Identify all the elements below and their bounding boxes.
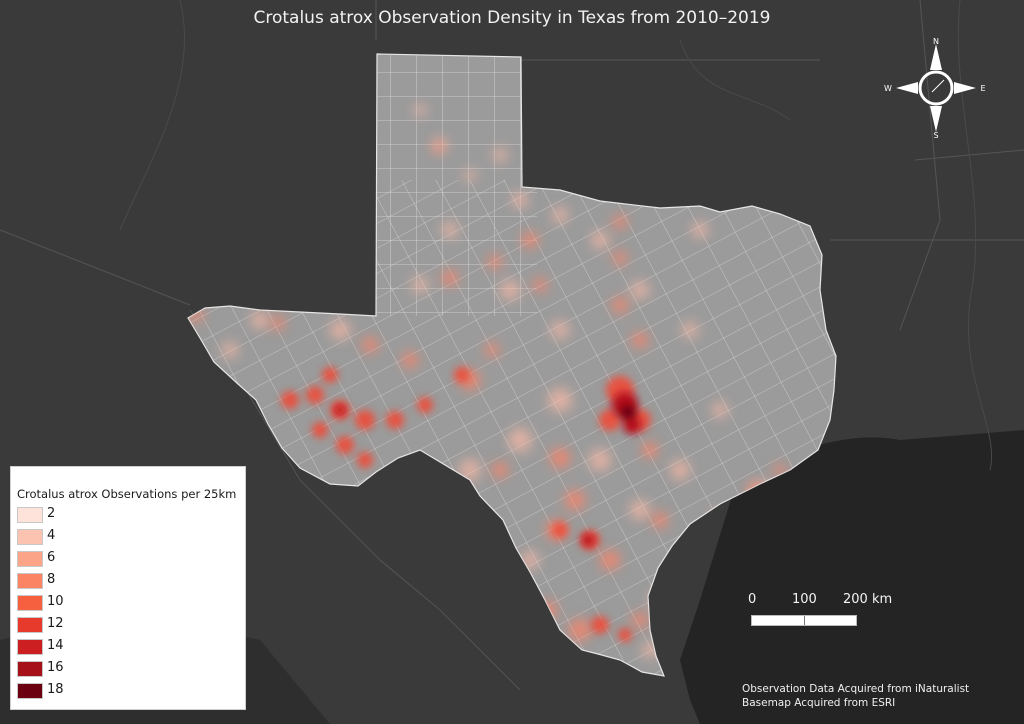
rivers xyxy=(119,0,993,471)
legend-label: 6 xyxy=(47,550,56,565)
scale-bar-graphic xyxy=(751,615,857,626)
legend-swatch xyxy=(17,595,43,611)
map-title: Crotalus atrox Observation Density in Te… xyxy=(253,8,771,28)
compass-n: N xyxy=(933,37,939,46)
legend-label: 18 xyxy=(47,682,64,697)
legend-label: 4 xyxy=(47,528,56,543)
scale-label-100: 100 xyxy=(792,592,817,607)
legend-label: 12 xyxy=(47,616,64,631)
legend-swatch xyxy=(17,683,43,699)
legend-swatch xyxy=(17,551,43,567)
compass-s: S xyxy=(933,131,938,140)
legend-swatch xyxy=(17,507,43,523)
legend-label: 16 xyxy=(47,660,64,675)
legend-swatch xyxy=(17,639,43,655)
legend-title: Crotalus atrox Observations per 25km xyxy=(17,487,237,501)
scale-label-200: 200 km xyxy=(843,592,893,607)
legend-swatch xyxy=(17,661,43,677)
legend-swatch xyxy=(17,529,43,545)
compass-rose xyxy=(896,44,976,132)
scale-label-0: 0 xyxy=(748,592,757,607)
legend: Crotalus atrox Observations per 25km 2 4… xyxy=(10,466,246,710)
credit-basemap: Basemap Acquired from ESRI xyxy=(742,697,896,709)
legend-label: 10 xyxy=(47,594,64,609)
legend-label: 2 xyxy=(47,506,56,521)
gulf-of-mexico xyxy=(680,430,1024,724)
legend-label: 8 xyxy=(47,572,56,587)
compass-e: E xyxy=(980,84,985,93)
credits: Observation Data Acquired from iNaturali… xyxy=(742,682,969,710)
scale-tick xyxy=(804,616,805,625)
legend-swatch xyxy=(17,573,43,589)
legend-swatch xyxy=(17,617,43,633)
credit-observations: Observation Data Acquired from iNaturali… xyxy=(742,683,970,695)
density-heatmap xyxy=(189,104,786,658)
scale-bar: 0 100 200 km xyxy=(748,592,908,632)
compass-w: W xyxy=(884,84,892,93)
legend-label: 14 xyxy=(47,638,64,653)
